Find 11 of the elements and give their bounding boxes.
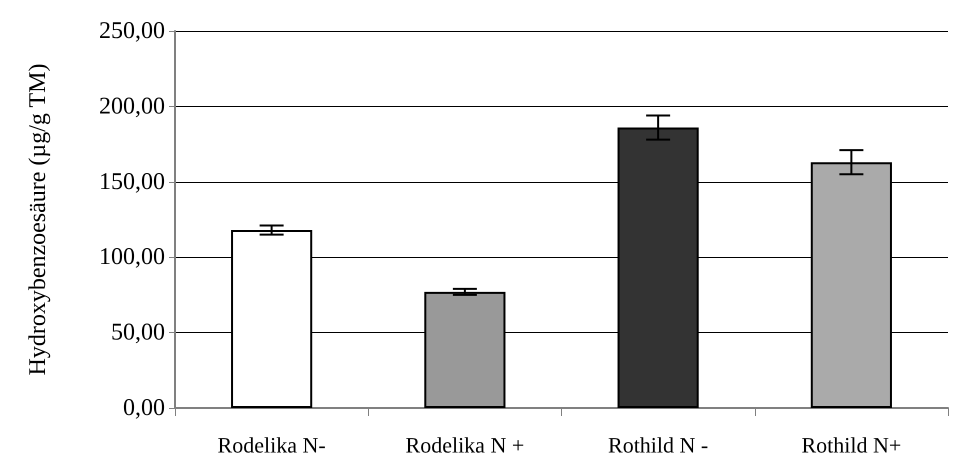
x-tick-label: Rodelika N- <box>218 432 326 458</box>
y-tick-label: 100,00 <box>99 244 165 270</box>
y-tick-label: 250,00 <box>99 18 165 44</box>
x-tick-label: Rodelika N + <box>406 432 524 458</box>
y-tick-label: 50,00 <box>111 320 165 346</box>
x-tick-label: Rothild N - <box>608 432 708 458</box>
y-tick-label: 150,00 <box>99 168 165 195</box>
x-tick-label: Rothild N+ <box>801 432 902 458</box>
y-tick-label: 200,00 <box>99 93 165 120</box>
y-axis-title: Hydroxybenzoesäure (µg/g TM) <box>25 64 51 376</box>
y-tick-label: 0,00 <box>123 395 165 421</box>
